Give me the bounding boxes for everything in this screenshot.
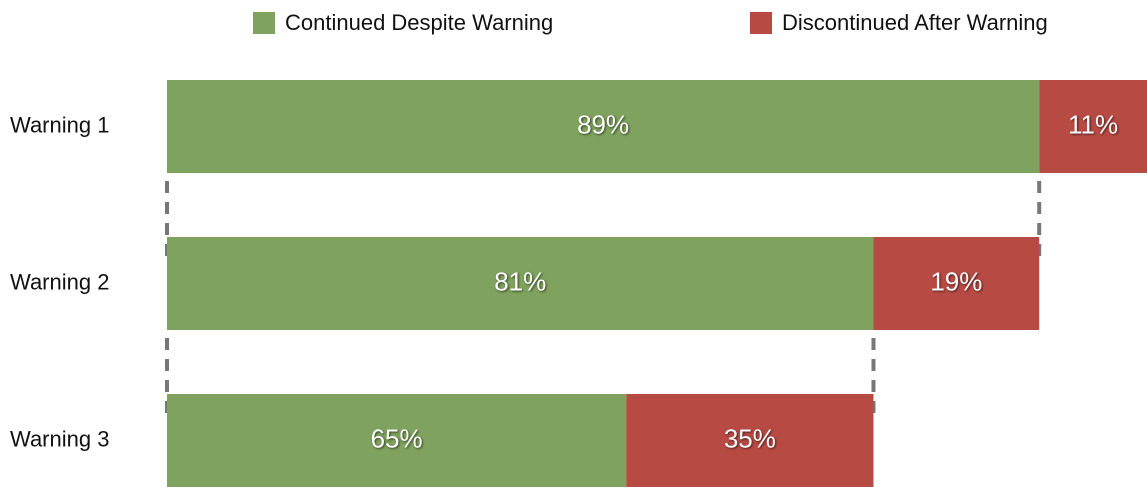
legend-swatch <box>253 12 275 34</box>
value-label: 89% <box>577 109 629 139</box>
bar-segment <box>167 394 627 487</box>
value-label: 19% <box>930 266 982 296</box>
value-label: 35% <box>724 423 776 453</box>
category-label: Warning 1 <box>10 112 109 137</box>
value-label: 11% <box>1068 109 1118 139</box>
legend-swatch <box>750 12 772 34</box>
bar-segment <box>873 237 1040 330</box>
legend-label: Continued Despite Warning <box>285 10 553 35</box>
bar-segment <box>626 394 874 487</box>
value-label: 65% <box>371 423 423 453</box>
legend-label: Discontinued After Warning <box>782 10 1048 35</box>
category-label: Warning 2 <box>10 269 109 294</box>
bar-segment <box>167 237 874 330</box>
bar-segment <box>167 80 1040 173</box>
value-label: 81% <box>494 266 546 296</box>
bar-segment <box>1039 80 1147 173</box>
category-label: Warning 3 <box>10 426 109 451</box>
